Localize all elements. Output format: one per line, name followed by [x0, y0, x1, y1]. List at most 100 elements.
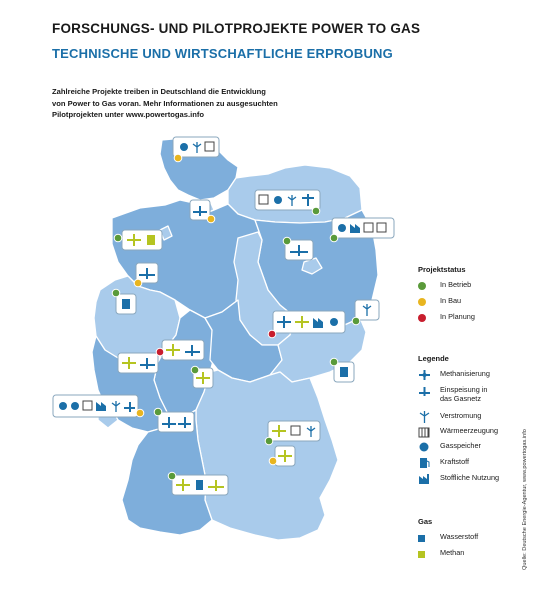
status-dot-betrieb-icon [418, 282, 426, 290]
gas-legend-item: Wasserstoff [418, 532, 478, 544]
wind-turbine-icon [362, 304, 372, 316]
project-box[interactable] [284, 239, 314, 261]
status-pin-in-betrieb[interactable] [329, 233, 339, 243]
methanisierung-icon [278, 450, 292, 462]
legend-label: das Gasnetz [440, 394, 481, 403]
radiator-icon [363, 222, 374, 233]
status-pin-in-betrieb[interactable] [113, 233, 123, 243]
status-pin-in-planung[interactable] [155, 347, 165, 357]
gas-storage-icon [418, 441, 432, 453]
intro-line: Zahlreiche Projekte treiben in Deutschla… [52, 87, 266, 96]
methanisierung-icon [176, 479, 190, 491]
gas-storage-icon [59, 402, 67, 410]
source-note: Quelle: Deutsche Energie-Agentur, www.po… [522, 429, 528, 570]
status-pin-in-betrieb[interactable] [167, 471, 177, 481]
wind-turbine-icon [287, 195, 297, 206]
project-box[interactable] [115, 293, 137, 315]
fuel-pump-icon [122, 299, 130, 309]
status-pin-in-betrieb[interactable] [264, 436, 274, 446]
project-box[interactable] [254, 189, 321, 211]
fuel-pump-icon [340, 367, 348, 377]
status-pin-in-bau[interactable] [133, 278, 143, 288]
status-pin-in-planung[interactable] [267, 329, 277, 339]
status-legend-item: In Planung [418, 312, 475, 324]
fuel-pump-icon [418, 457, 432, 469]
gas-storage-icon [180, 143, 188, 151]
project-box[interactable] [272, 310, 346, 334]
state-bayern [195, 369, 339, 541]
methanisierung-icon [272, 425, 286, 437]
status-pin-in-bau[interactable] [268, 456, 278, 466]
status-legend-label: In Planung [440, 312, 475, 321]
status-legend-title: Projektstatus [418, 265, 466, 274]
methanisierung-icon [196, 372, 210, 384]
project-box[interactable] [171, 474, 229, 496]
einspeisung-icon [139, 268, 155, 279]
wind-turbine-icon [192, 142, 202, 153]
status-pin-in-bau[interactable] [206, 214, 216, 224]
state-bremen [159, 225, 173, 241]
project-box[interactable] [117, 352, 159, 374]
gas-storage-icon [330, 318, 338, 326]
intro-line: Pilotprojekten unter www.powertogas.info [52, 110, 205, 119]
intro-line: von Power to Gas voran. Mehr Information… [52, 98, 278, 108]
gas-legend-label: Wasserstoff [440, 532, 479, 541]
project-box[interactable] [135, 262, 159, 284]
status-pin-in-bau[interactable] [135, 408, 145, 418]
legend-item: Stoffliche Nutzung [418, 473, 499, 485]
legend-label: Verstromung [440, 411, 482, 420]
project-box[interactable] [52, 394, 139, 418]
einspeisung-icon [418, 385, 432, 397]
legend-label: Kraftstoff [440, 457, 470, 466]
project-box[interactable] [333, 361, 355, 383]
status-pin-in-betrieb[interactable] [329, 357, 339, 367]
project-box[interactable] [267, 420, 321, 442]
status-dot-bau-icon [418, 298, 426, 306]
legend-label: Wärmeerzeugung [440, 426, 498, 435]
status-legend-item: In Betrieb [418, 280, 471, 292]
einspeisung-icon [124, 402, 135, 412]
gas-legend-label: Methan [440, 548, 465, 557]
radiator-icon [82, 400, 93, 411]
project-box[interactable] [331, 217, 395, 239]
project-box[interactable] [274, 445, 296, 467]
wind-turbine-icon [306, 426, 316, 437]
status-pin-in-bau[interactable] [173, 153, 183, 163]
project-box[interactable] [354, 299, 380, 321]
legend-item: Wärmeerzeugung [418, 426, 498, 438]
factory-icon [350, 224, 360, 233]
methanisierung-icon [127, 234, 141, 246]
status-pin-in-betrieb[interactable] [153, 407, 163, 417]
methanisierung-icon [418, 369, 432, 381]
status-legend-item: In Bau [418, 296, 461, 308]
einspeisung-icon [162, 417, 176, 428]
intro-text: Zahlreiche Projekte treiben in Deutschla… [52, 86, 332, 121]
gas-legend-title: Gas [418, 517, 433, 526]
methanisierung-icon [302, 194, 314, 206]
legend-label: Einspeisung in [440, 385, 488, 394]
project-box[interactable] [189, 199, 211, 221]
status-legend-label: In Bau [440, 296, 462, 305]
einspeisung-icon [193, 206, 207, 216]
page-subtitle: TECHNISCHE UND WIRTSCHAFTLICHE ERPROBUNG [52, 46, 393, 61]
wind-turbine-icon [418, 411, 432, 423]
factory-icon [96, 402, 106, 411]
radiator-icon [418, 426, 432, 438]
einspeisung-icon [140, 358, 155, 369]
status-pin-in-betrieb[interactable] [351, 316, 361, 326]
project-box[interactable] [157, 411, 195, 433]
einspeisung-icon-2 [178, 417, 191, 428]
status-pin-in-betrieb[interactable] [282, 236, 292, 246]
status-dot-planung-icon [418, 314, 426, 322]
status-pin-in-betrieb[interactable] [311, 206, 321, 216]
project-box[interactable] [161, 339, 205, 361]
gas-storage-icon [274, 196, 282, 204]
legend-item: Einspeisung in das Gasnetz [418, 385, 487, 403]
project-box[interactable] [172, 136, 220, 158]
status-pin-in-betrieb[interactable] [190, 365, 200, 375]
status-pin-in-betrieb[interactable] [111, 288, 121, 298]
page-title: FORSCHUNGS- UND PILOTPROJEKTE POWER TO G… [52, 21, 421, 36]
legend-title: Legende [418, 354, 449, 363]
legend-item: Gasspeicher [418, 441, 481, 453]
project-box[interactable] [121, 229, 163, 251]
